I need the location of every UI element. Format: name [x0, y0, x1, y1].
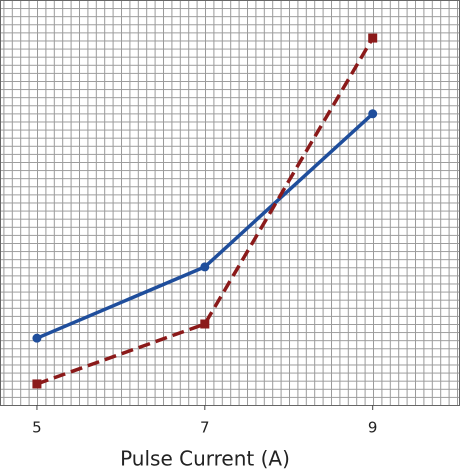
point-marker: [32, 379, 42, 389]
point-marker: [32, 333, 42, 343]
x-tick-label: 5: [32, 419, 42, 437]
x-tick-label: 9: [368, 419, 378, 437]
series-line: [36, 37, 375, 386]
x-axis-label: Pulse Current (A): [120, 447, 290, 471]
grid-horizontal: [0, 0, 460, 405]
point-marker: [368, 33, 378, 43]
point-marker: [368, 109, 378, 119]
point-marker: [200, 319, 210, 329]
x-tick-label: 7: [200, 419, 210, 437]
point-marker: [200, 262, 210, 272]
plot-border: [0, 0, 460, 406]
